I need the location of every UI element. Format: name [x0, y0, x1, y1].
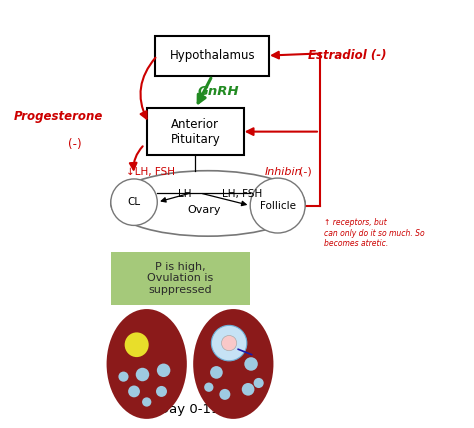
Text: GnRH: GnRH: [198, 85, 239, 98]
Text: CL: CL: [128, 197, 141, 207]
Circle shape: [250, 178, 305, 233]
Text: Progesterone: Progesterone: [13, 110, 103, 123]
Text: LH: LH: [178, 189, 191, 199]
FancyBboxPatch shape: [147, 108, 244, 155]
Circle shape: [242, 383, 255, 395]
Circle shape: [128, 386, 140, 397]
Text: (-): (-): [299, 167, 311, 177]
Text: Ovary: Ovary: [187, 205, 220, 215]
Circle shape: [156, 386, 167, 397]
Text: ↑ receptors, but
can only do it so much. So
becomes atretic.: ↑ receptors, but can only do it so much.…: [324, 218, 425, 248]
Circle shape: [204, 383, 213, 392]
Circle shape: [210, 366, 223, 379]
Circle shape: [111, 179, 157, 226]
Circle shape: [221, 336, 237, 351]
Text: Day 0-19: Day 0-19: [159, 403, 219, 416]
Ellipse shape: [111, 171, 305, 236]
Circle shape: [136, 368, 149, 381]
Circle shape: [219, 389, 230, 400]
Circle shape: [157, 363, 170, 377]
Text: Estradiol (-): Estradiol (-): [308, 49, 387, 62]
Circle shape: [254, 378, 264, 388]
Text: Hypothalamus: Hypothalamus: [169, 49, 255, 62]
Ellipse shape: [193, 309, 273, 419]
Circle shape: [142, 397, 151, 407]
Text: (-): (-): [68, 138, 82, 151]
Text: ↓LH, FSH: ↓LH, FSH: [127, 167, 175, 177]
FancyBboxPatch shape: [111, 252, 250, 305]
Circle shape: [118, 372, 128, 382]
Text: Inhibin: Inhibin: [265, 167, 302, 177]
Text: P is high,
Ovulation is
suppressed: P is high, Ovulation is suppressed: [147, 262, 214, 295]
Ellipse shape: [107, 309, 187, 419]
Circle shape: [211, 325, 247, 361]
Text: Anterior
Pituitary: Anterior Pituitary: [171, 118, 220, 146]
Text: LH, FSH: LH, FSH: [222, 189, 262, 199]
Ellipse shape: [125, 333, 149, 357]
FancyBboxPatch shape: [155, 36, 269, 76]
Text: Follicle: Follicle: [260, 201, 296, 211]
Circle shape: [244, 357, 258, 371]
